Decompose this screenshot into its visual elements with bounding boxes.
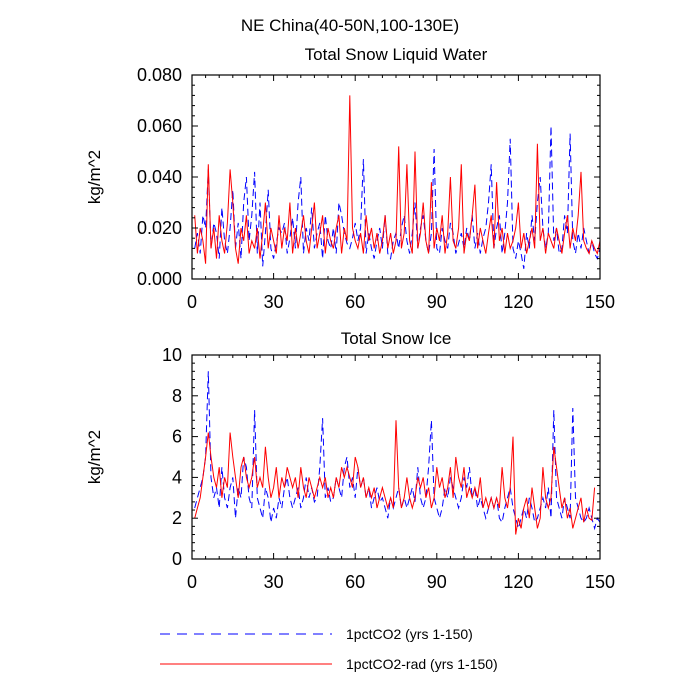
y-tick-label: 0 — [172, 549, 182, 569]
y-tick-label: 0.060 — [137, 116, 182, 136]
y-tick-label: 0.020 — [137, 218, 182, 238]
panel-total-snow-ice: Total Snow Ice kg/m^2 0 30 60 90 120 150 0 2 4 6 8 10 — [85, 329, 615, 592]
y-tick-label: 6 — [172, 427, 182, 447]
x-tick-label: 90 — [427, 292, 447, 312]
x-tick-label: 0 — [187, 292, 197, 312]
legend-label-1pctco2-rad: 1pctCO2-rad (yrs 1-150) — [346, 656, 498, 672]
x-tick-label: 120 — [503, 572, 533, 592]
x-tick-label: 60 — [345, 572, 365, 592]
y-axis-label: kg/m^2 — [85, 430, 104, 484]
legend: 1pctCO2 (yrs 1-150) 1pctCO2-rad (yrs 1-1… — [160, 626, 498, 672]
panel-title: Total Snow Ice — [341, 329, 452, 348]
x-tick-label: 90 — [427, 572, 447, 592]
panel-title: Total Snow Liquid Water — [305, 45, 488, 64]
y-tick-label: 2 — [172, 508, 182, 528]
series-line-1pctco2-rad-yrs-1-150 — [194, 420, 596, 535]
y-tick-label: 0.040 — [137, 167, 182, 187]
x-tick-label: 150 — [585, 292, 615, 312]
x-tick-label: 0 — [187, 572, 197, 592]
x-tick-label: 150 — [585, 572, 615, 592]
series-line-1pctco2-yrs-1-150 — [194, 371, 600, 531]
y-tick-label: 4 — [172, 467, 182, 487]
plot-frame — [191, 354, 601, 560]
y-tick-label: 0.080 — [137, 65, 182, 85]
panel-total-snow-liquid-water: Total Snow Liquid Water kg/m^2 0 30 60 90 120 1… — [85, 45, 615, 312]
x-tick-label: 60 — [345, 292, 365, 312]
legend-label-1pctco2: 1pctCO2 (yrs 1-150) — [346, 626, 473, 642]
figure-title: NE China(40-50N,100-130E) — [241, 16, 459, 35]
x-tick-label: 30 — [264, 572, 284, 592]
series-line-1pctco2-rad-yrs-1-150 — [194, 95, 600, 264]
y-tick-label: 10 — [162, 345, 182, 365]
x-tick-label: 30 — [264, 292, 284, 312]
x-tick-label: 120 — [503, 292, 533, 312]
y-axis-label: kg/m^2 — [85, 150, 104, 204]
series-line-1pctco2-yrs-1-150 — [194, 125, 600, 269]
y-tick-label: 8 — [172, 386, 182, 406]
y-tick-label: 0.000 — [137, 269, 182, 289]
